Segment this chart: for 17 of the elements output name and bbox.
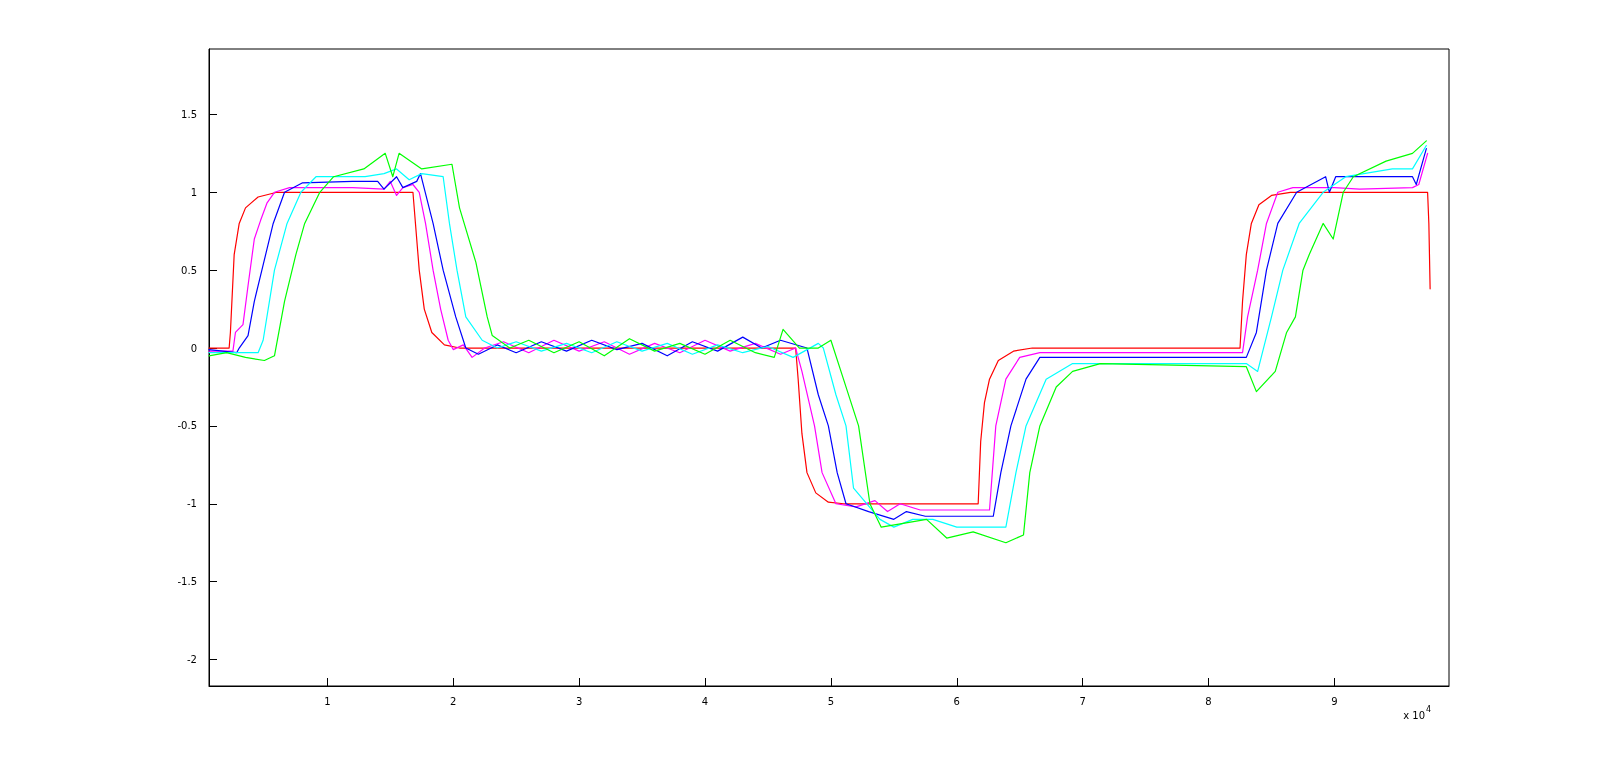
- y-tick-label: 1: [190, 186, 197, 198]
- x-tick-label: 7: [1079, 695, 1086, 707]
- x-tick-label: 6: [953, 695, 960, 707]
- x-tick-label: 3: [575, 695, 583, 707]
- y-tick-label: 0: [190, 342, 197, 354]
- y-tick-label: -2: [187, 654, 197, 666]
- x-tick-label: 5: [827, 695, 835, 707]
- x-tick-label: 4: [701, 695, 709, 707]
- y-tick-label: -1.5: [177, 576, 197, 588]
- x-tick-label: 1: [324, 695, 331, 707]
- y-tick-label: -0.5: [177, 420, 197, 432]
- y-tick-label: 0.5: [181, 264, 197, 276]
- x-tick-label: 8: [1205, 695, 1212, 707]
- x-tick-label: 9: [1331, 695, 1338, 707]
- x-tick-label: 2: [450, 695, 457, 707]
- y-tick-label: -1: [187, 498, 197, 510]
- y-tick-label: 1.5: [181, 108, 197, 120]
